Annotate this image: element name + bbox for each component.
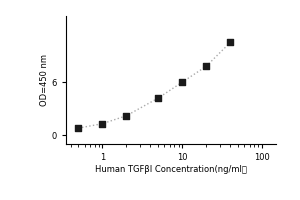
Point: [228, 41, 232, 44]
Point: [76, 127, 81, 130]
Y-axis label: OD=450 nm: OD=450 nm: [40, 54, 49, 106]
Point: [204, 65, 208, 68]
Point: [156, 96, 161, 100]
Point: [100, 122, 105, 125]
Point: [124, 114, 129, 117]
Point: [180, 81, 184, 84]
X-axis label: Human TGFβI Concentration(ng/ml）: Human TGFβI Concentration(ng/ml）: [95, 165, 247, 174]
